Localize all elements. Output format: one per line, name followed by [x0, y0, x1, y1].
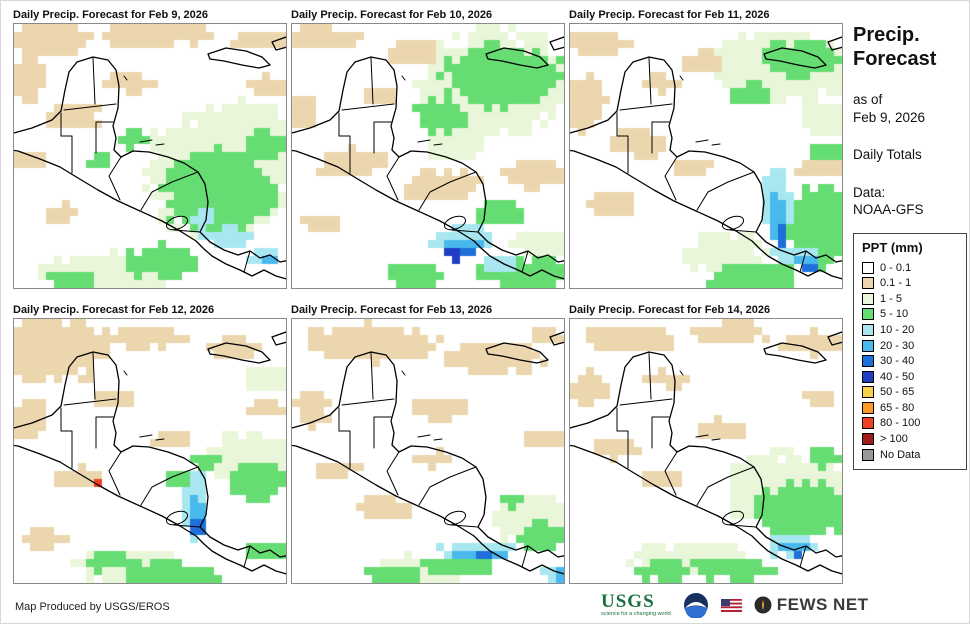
forecast-panel: Daily Precip. Forecast for Feb 11, 2026 — [569, 7, 843, 289]
legend-swatch — [862, 417, 874, 430]
legend-item: 1 - 5 — [862, 291, 958, 307]
usgs-logo: USGS science for a changing world — [601, 591, 671, 618]
precip-map-canvas — [292, 24, 564, 288]
fewsnet-globe-icon — [754, 596, 772, 614]
data-source: Data: NOAA-GFS — [853, 184, 924, 218]
precip-map — [291, 23, 565, 289]
panel-title: Daily Precip. Forecast for Feb 10, 2026 — [291, 9, 493, 21]
legend-label: 80 - 100 — [880, 417, 921, 430]
legend-swatch — [862, 308, 874, 321]
legend-swatch — [862, 292, 874, 305]
legend-swatch — [862, 433, 874, 446]
legend-item: 0.1 - 1 — [862, 275, 958, 291]
precip-map-canvas — [570, 319, 842, 583]
precip-map-canvas — [292, 319, 564, 583]
legend-label: 0 - 0.1 — [880, 261, 912, 274]
noaa-logo-icon — [683, 593, 708, 618]
panel-title: Daily Precip. Forecast for Feb 13, 2026 — [291, 304, 493, 316]
legend-label: 10 - 20 — [880, 323, 915, 336]
panel-title: Daily Precip. Forecast for Feb 9, 2026 — [13, 9, 209, 21]
page-title: Precip. Forecast — [853, 24, 937, 70]
precip-map — [13, 23, 287, 289]
legend-label: 30 - 40 — [880, 355, 915, 368]
legend-items: 0 - 0.1 0.1 - 1 1 - 5 5 - 10 10 - 20 20 - 30 3… — [862, 260, 958, 463]
forecast-panel: Daily Precip. Forecast for Feb 9, 2026 — [13, 7, 287, 289]
legend-swatch — [862, 448, 874, 461]
footer-logos: USGS science for a changing world FEWS N… — [601, 592, 869, 618]
legend-item: 10 - 20 — [862, 322, 958, 338]
as-of-date: as of Feb 9, 2026 — [853, 92, 926, 125]
precip-map-canvas — [14, 319, 286, 583]
legend-label: 5 - 10 — [880, 308, 909, 321]
panel-title: Daily Precip. Forecast for Feb 11, 2026 — [569, 9, 770, 21]
legend-label: 0.1 - 1 — [880, 277, 912, 290]
panel-title: Daily Precip. Forecast for Feb 12, 2026 — [13, 304, 215, 316]
map-credit: Map Produced by USGS/EROS — [15, 601, 170, 613]
legend-item: No Data — [862, 447, 958, 463]
legend-title: PPT (mm) — [862, 239, 923, 255]
forecast-panel: Daily Precip. Forecast for Feb 13, 2026 — [291, 302, 565, 584]
legend-swatch — [862, 370, 874, 383]
legend-item: > 100 — [862, 431, 958, 447]
precip-map — [569, 23, 843, 289]
us-flag-icon — [720, 598, 742, 612]
legend-item: 30 - 40 — [862, 353, 958, 369]
legend-item: 20 - 30 — [862, 338, 958, 354]
forecast-panel: Daily Precip. Forecast for Feb 14, 2026 — [569, 302, 843, 584]
legend-swatch — [862, 323, 874, 336]
precip-map — [291, 318, 565, 584]
legend-label: > 100 — [880, 433, 908, 446]
legend-item: 5 - 10 — [862, 307, 958, 323]
precip-legend: PPT (mm) 0 - 0.1 0.1 - 1 1 - 5 5 - 10 10 - 2… — [853, 232, 967, 471]
forecast-map-grid: Daily Precip. Forecast for Feb 9, 2026 D… — [13, 7, 843, 584]
legend-label: 40 - 50 — [880, 370, 915, 383]
legend-swatch — [862, 261, 874, 274]
daily-totals-label: Daily Totals — [853, 147, 922, 163]
forecast-panel: Daily Precip. Forecast for Feb 12, 2026 — [13, 302, 287, 584]
legend-item: 0 - 0.1 — [862, 260, 958, 276]
legend-item: 65 - 80 — [862, 400, 958, 416]
panel-title: Daily Precip. Forecast for Feb 14, 2026 — [569, 304, 771, 316]
precip-map — [569, 318, 843, 584]
info-sidebar: Precip. Forecast as of Feb 9, 2026 Daily… — [853, 23, 967, 471]
legend-label: 1 - 5 — [880, 292, 903, 305]
legend-swatch — [862, 386, 874, 399]
fewsnet-logo: FEWS NET — [754, 595, 869, 615]
legend-label: 65 - 80 — [880, 401, 915, 414]
legend-swatch — [862, 339, 874, 352]
legend-label: 20 - 30 — [880, 339, 915, 352]
legend-swatch — [862, 355, 874, 368]
legend-item: 80 - 100 — [862, 416, 958, 432]
forecast-panel: Daily Precip. Forecast for Feb 10, 2026 — [291, 7, 565, 289]
legend-label: No Data — [880, 448, 921, 461]
precip-map-canvas — [14, 24, 286, 288]
legend-swatch — [862, 401, 874, 414]
legend-item: 40 - 50 — [862, 369, 958, 385]
precip-map — [13, 318, 287, 584]
legend-label: 50 - 65 — [880, 386, 915, 399]
legend-item: 50 - 65 — [862, 384, 958, 400]
precip-map-canvas — [570, 24, 842, 288]
legend-swatch — [862, 277, 874, 290]
